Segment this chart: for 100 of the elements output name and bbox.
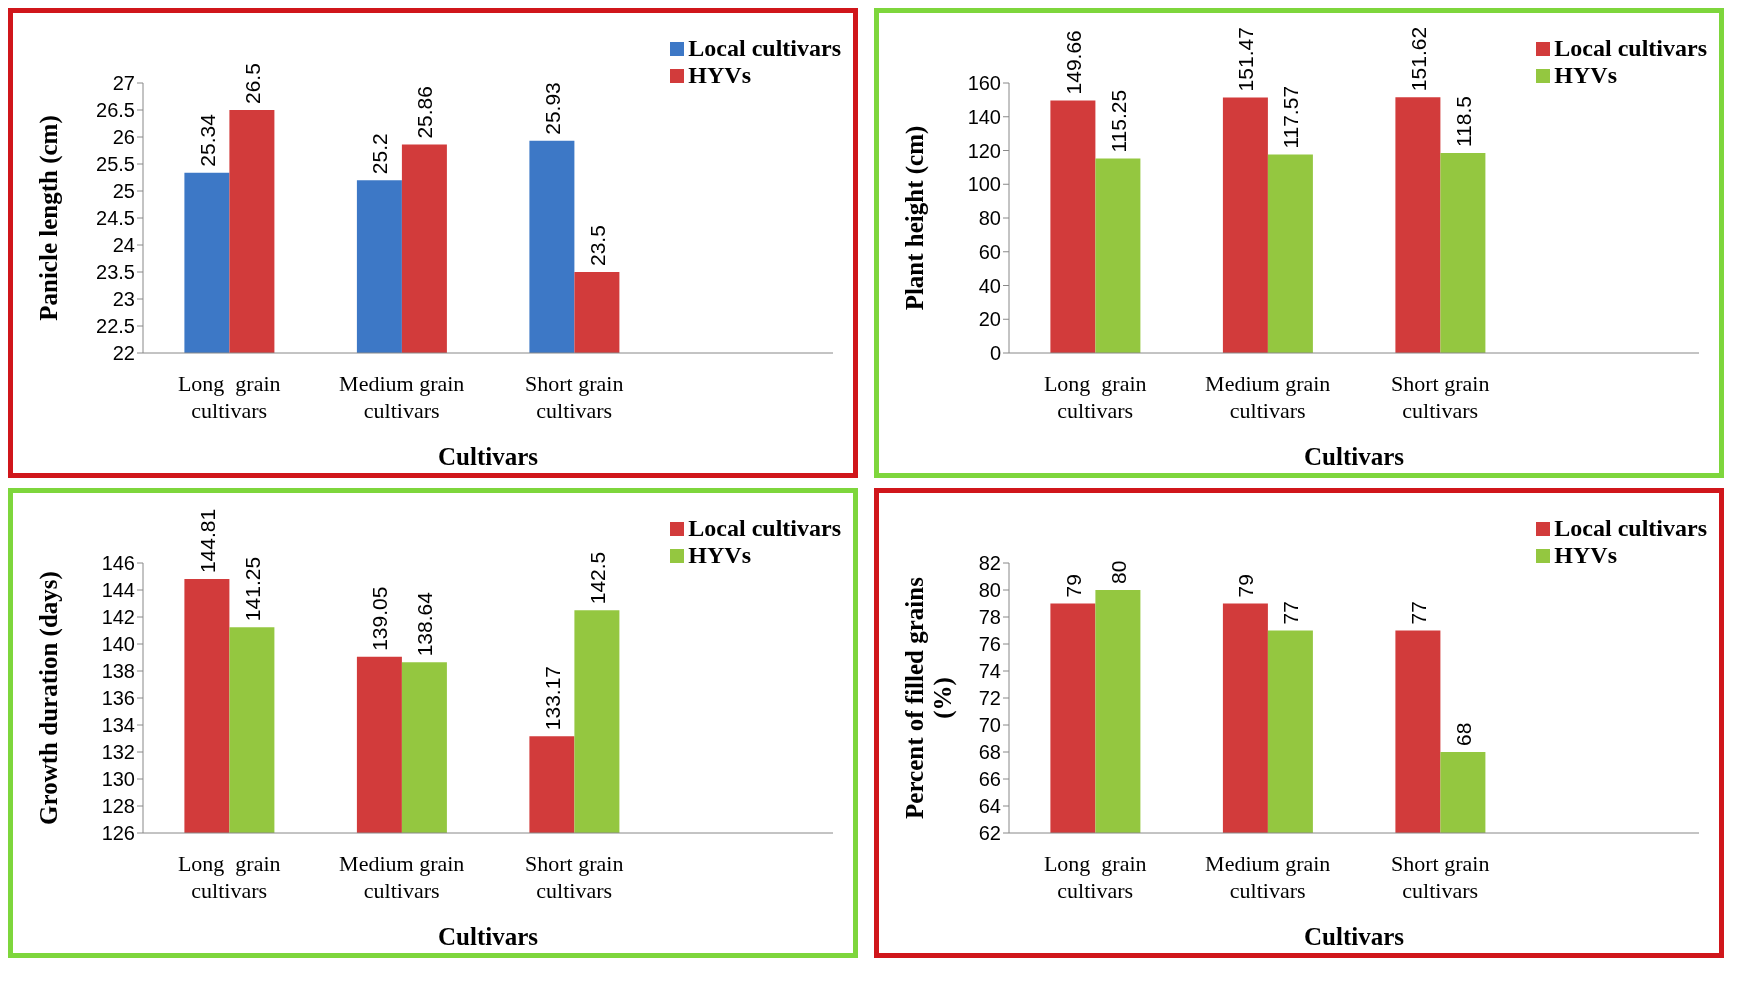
y-tick-label: 26.5	[96, 99, 135, 122]
y-tick-label: 25	[112, 180, 135, 203]
y-tick-label: 68	[978, 741, 1001, 764]
legend-label: Local cultivars	[688, 515, 841, 542]
y-tick-label: 136	[101, 687, 135, 710]
data-label: 144.81	[195, 508, 219, 574]
bar	[1395, 97, 1441, 353]
data-label: 79	[1061, 574, 1085, 598]
bar	[1050, 100, 1096, 353]
data-label: 25.86	[413, 86, 437, 139]
y-tick-label: 76	[978, 633, 1001, 656]
bar	[1267, 154, 1313, 353]
y-tick-label: 24.5	[96, 207, 135, 230]
bar	[1095, 158, 1141, 353]
y-tick-label: 160	[967, 72, 1001, 95]
data-label: 151.47	[1234, 27, 1258, 92]
legend-label: Local cultivars	[1554, 515, 1707, 542]
data-label: 117.57	[1279, 85, 1303, 149]
y-tick-label: 140	[967, 105, 1001, 128]
data-label: 25.34	[195, 113, 219, 167]
legend-label: HYVs	[1554, 62, 1618, 89]
data-label: 68	[1451, 722, 1475, 746]
y-tick-label: 80	[978, 579, 1001, 602]
y-tick-label: 100	[967, 173, 1001, 196]
x-tick-label: Long grain cultivars	[177, 371, 281, 423]
x-tick-label: Short grain cultivars	[1391, 371, 1490, 423]
x-axis-title: Cultivars	[1304, 443, 1405, 470]
data-label: 80	[1106, 560, 1130, 584]
data-label: 26.5	[240, 63, 264, 104]
y-tick-label: 40	[978, 274, 1001, 297]
y-tick-label: 62	[978, 822, 1001, 845]
y-tick-label: 126	[101, 822, 135, 845]
y-tick-label: 130	[101, 768, 135, 791]
y-tick-label: 70	[978, 714, 1001, 737]
x-tick-label: Short grain cultivars	[525, 371, 624, 423]
x-tick-label: Medium grain cultivars	[1205, 851, 1331, 903]
y-tick-label: 23.5	[96, 261, 135, 284]
bar	[1440, 153, 1486, 353]
y-tick-label: 72	[978, 687, 1001, 710]
data-label: 151.62	[1406, 26, 1430, 92]
y-tick-label: 138	[101, 660, 135, 683]
y-tick-label: 146	[101, 552, 135, 575]
y-axis-title: Panicle length (cm)	[35, 115, 63, 321]
y-tick-label: 0	[989, 342, 1001, 365]
x-tick-label: Medium grain cultivars	[339, 371, 465, 423]
y-tick-label: 78	[978, 606, 1001, 629]
x-tick-label: Short grain cultivars	[1391, 851, 1490, 903]
y-tick-label: 27	[112, 72, 135, 95]
data-label: 77	[1279, 601, 1303, 625]
y-tick-label: 25.5	[96, 153, 135, 176]
data-label: 115.25	[1106, 89, 1130, 153]
legend-label: HYVs	[688, 62, 752, 89]
legend-label: Local cultivars	[1554, 35, 1707, 62]
y-tick-label: 82	[978, 552, 1001, 575]
data-label: 77	[1406, 601, 1430, 625]
data-label: 79	[1234, 574, 1258, 598]
data-label: 141.25	[240, 556, 264, 622]
legend-label: Local cultivars	[688, 35, 841, 62]
y-axis-title: Plant height (cm)	[901, 125, 929, 311]
y-tick-label: 26	[112, 126, 135, 149]
y-tick-label: 22.5	[96, 315, 135, 338]
y-axis-title: Growth duration (days)	[35, 571, 63, 825]
y-tick-label: 74	[978, 660, 1001, 683]
y-tick-label: 132	[101, 741, 135, 764]
y-tick-label: 128	[101, 795, 135, 818]
x-axis-title: Cultivars	[438, 443, 539, 470]
y-tick-label: 60	[978, 240, 1001, 263]
data-label: 149.66	[1061, 30, 1085, 95]
y-tick-label: 66	[978, 768, 1001, 791]
data-label: 139.05	[368, 586, 392, 651]
y-tick-label: 23	[112, 288, 135, 311]
x-tick-label: Short grain cultivars	[525, 851, 624, 903]
x-tick-label: Long grain cultivars	[177, 851, 281, 903]
y-tick-label: 24	[112, 234, 135, 257]
x-axis-title: Cultivars	[438, 923, 539, 950]
data-label: 25.2	[368, 133, 392, 175]
y-axis-title: Percent of filled grains (%)	[901, 576, 957, 819]
y-tick-label: 144	[101, 579, 135, 602]
data-label: 25.93	[540, 82, 564, 135]
x-tick-label: Medium grain cultivars	[339, 851, 465, 903]
y-tick-label: 140	[101, 633, 135, 656]
y-tick-label: 80	[978, 207, 1001, 230]
y-tick-label: 20	[978, 308, 1001, 331]
x-tick-label: Medium grain cultivars	[1205, 371, 1331, 423]
data-label: 138.64	[413, 591, 437, 657]
data-label: 23.5	[585, 225, 609, 266]
legend-label: HYVs	[688, 542, 752, 569]
x-axis-title: Cultivars	[1304, 923, 1405, 950]
bar	[1222, 97, 1268, 353]
y-tick-label: 22	[112, 342, 135, 365]
data-label: 133.17	[540, 665, 564, 731]
legend-label: HYVs	[1554, 542, 1618, 569]
x-tick-label: Long grain cultivars	[1043, 371, 1147, 423]
data-label: 142.5	[585, 551, 609, 605]
data-label: 118.5	[1451, 96, 1475, 148]
x-tick-label: Long grain cultivars	[1043, 851, 1147, 903]
y-tick-label: 64	[978, 795, 1001, 818]
y-tick-label: 142	[101, 606, 135, 629]
y-tick-label: 120	[967, 139, 1001, 162]
y-tick-label: 134	[101, 714, 135, 737]
